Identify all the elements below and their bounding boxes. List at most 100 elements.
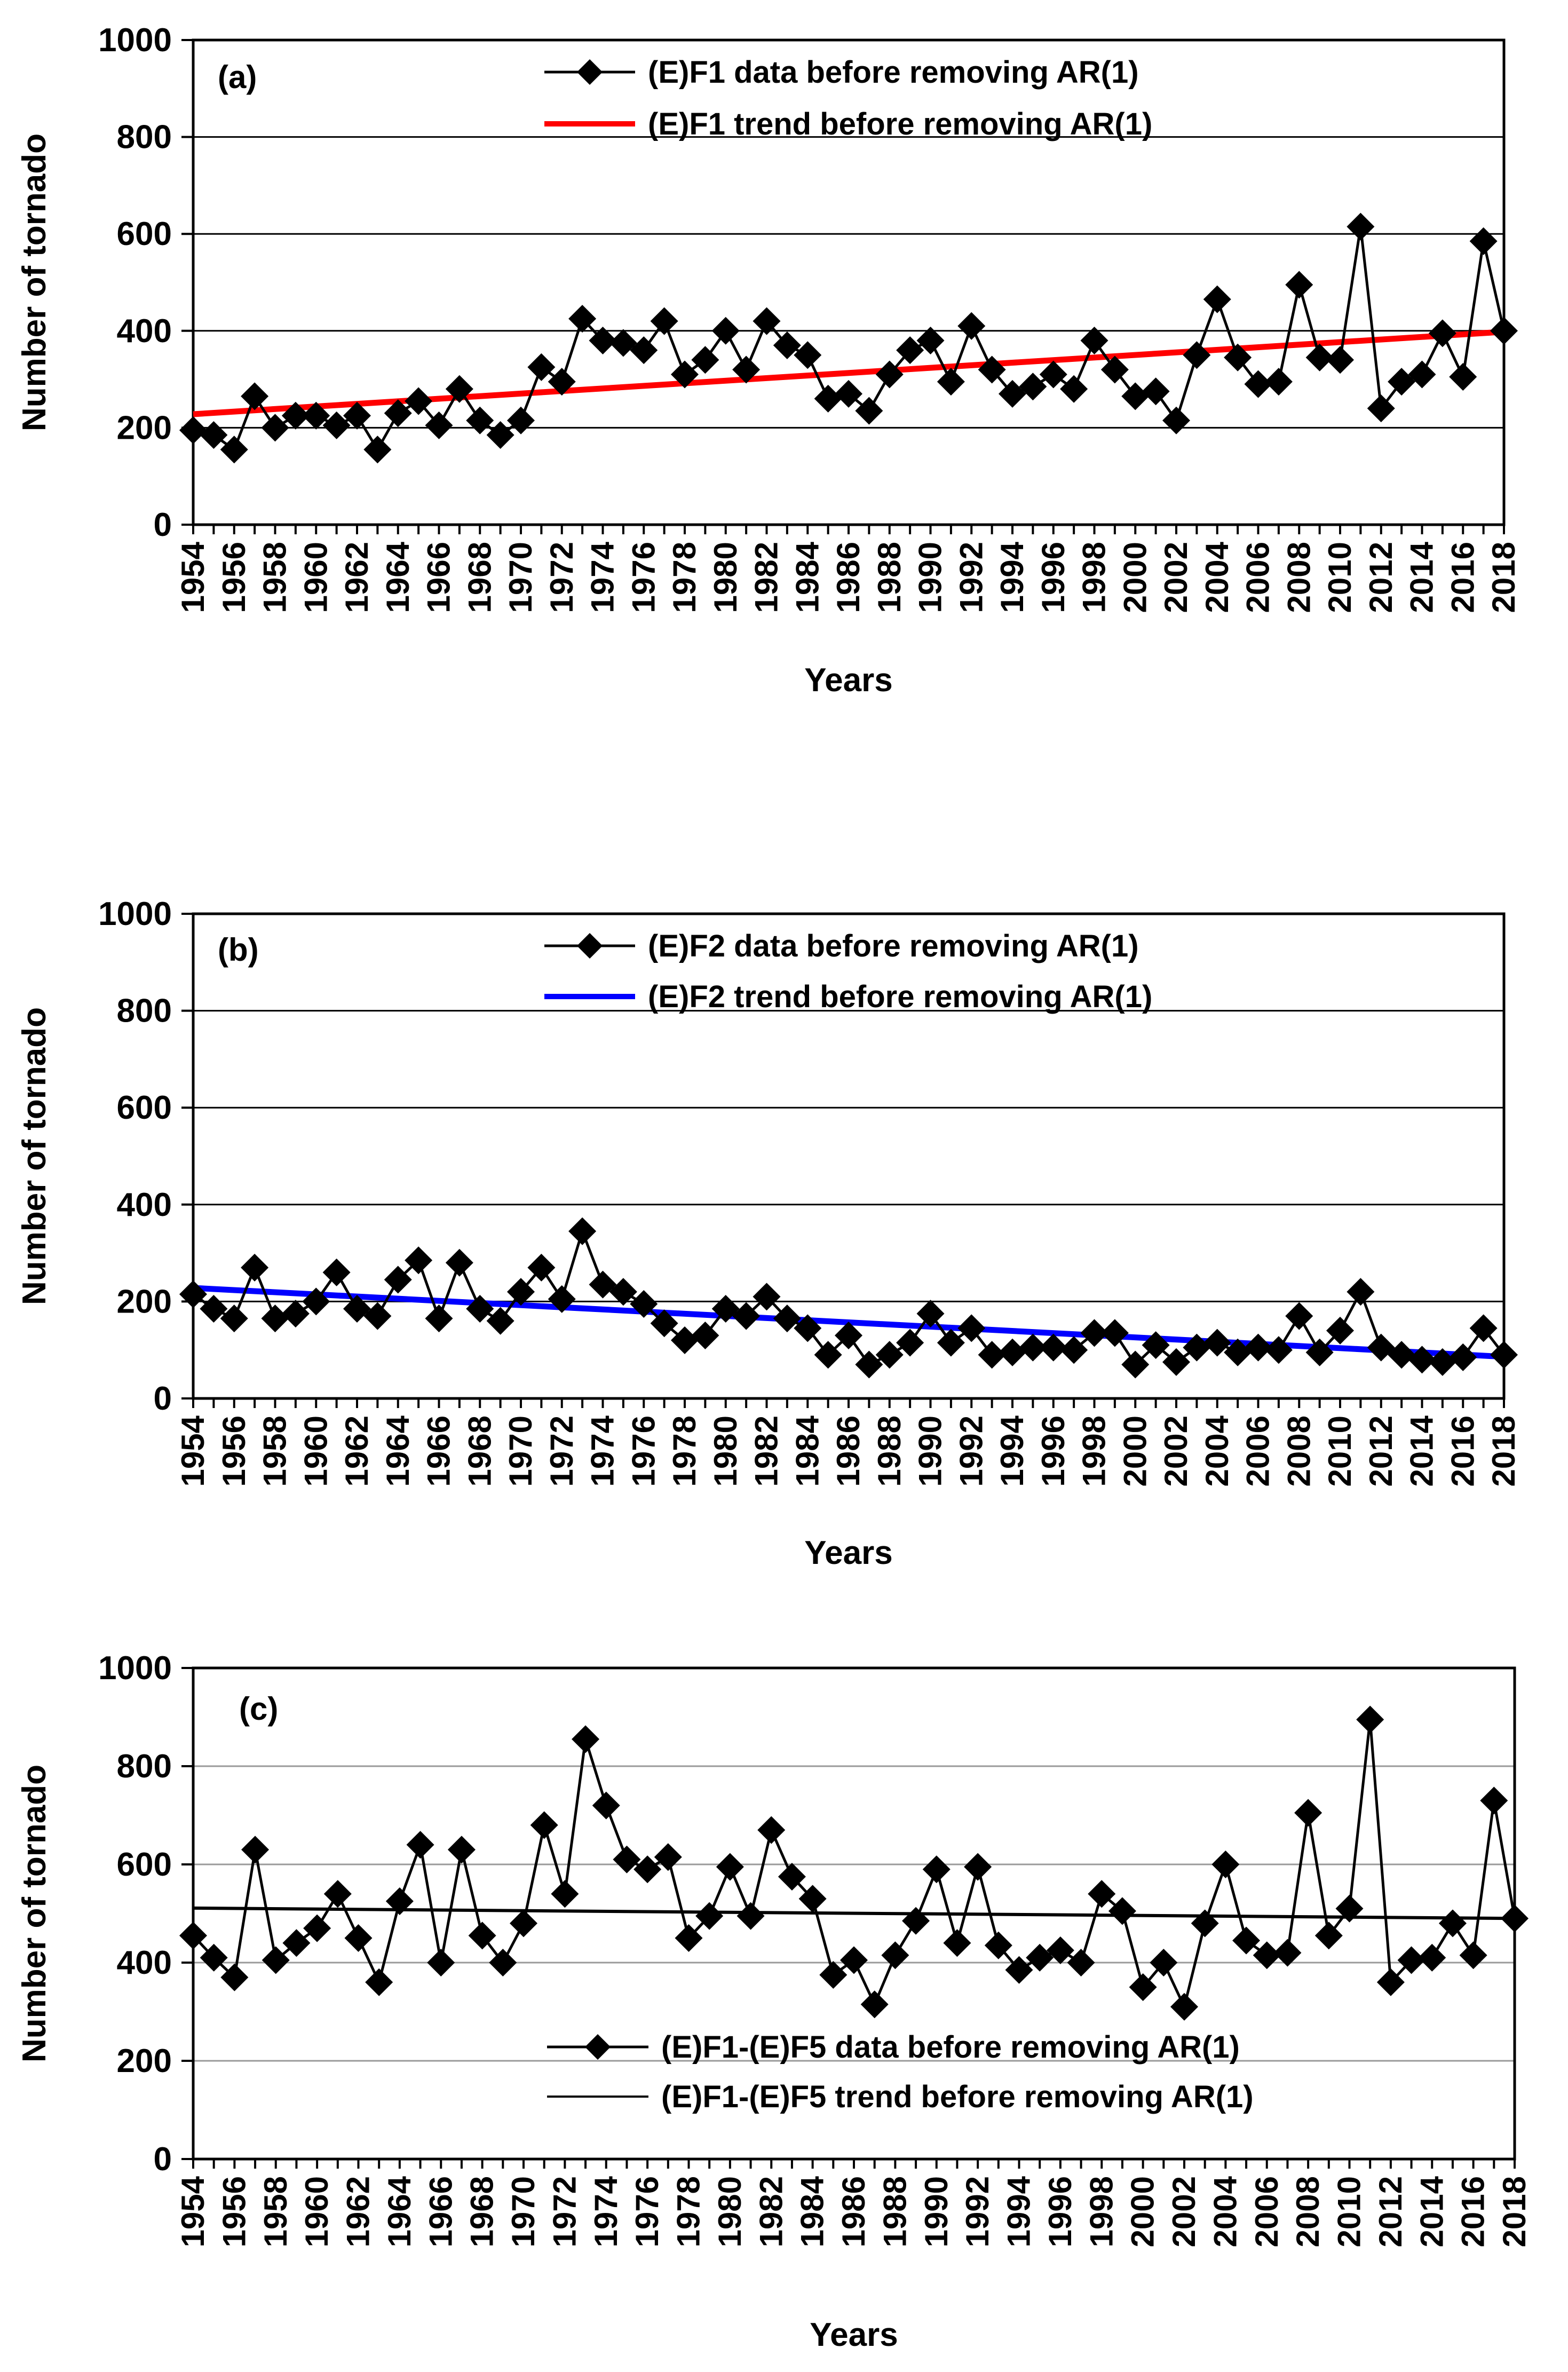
x-tick-label: 2016 xyxy=(1455,2176,1491,2247)
data-point xyxy=(1203,285,1231,313)
data-point xyxy=(1080,326,1108,354)
data-point xyxy=(1428,319,1456,347)
data-point xyxy=(200,1943,228,1972)
x-tick-label: 2004 xyxy=(1199,1415,1235,1487)
data-point xyxy=(999,1338,1026,1366)
data-point xyxy=(691,1321,719,1349)
x-tick-label: 2006 xyxy=(1240,542,1276,613)
data-point xyxy=(589,326,617,354)
x-tick-label: 1972 xyxy=(544,542,580,613)
y-tick-label: 800 xyxy=(117,119,172,156)
data-point xyxy=(1162,1348,1190,1376)
x-tick-label: 1958 xyxy=(258,2176,294,2247)
data-series xyxy=(179,1217,1518,1379)
data-point xyxy=(855,1350,883,1379)
x-tick-label: 2010 xyxy=(1332,2176,1367,2247)
x-tick-label: 2016 xyxy=(1445,1416,1480,1487)
data-point xyxy=(794,341,822,369)
data-point xyxy=(916,1300,945,1328)
data-series xyxy=(179,212,1518,464)
x-tick-label: 1962 xyxy=(339,1416,375,1487)
data-point xyxy=(753,1283,781,1311)
x-tick-label: 2006 xyxy=(1240,1416,1276,1487)
x-tick-labels: 1954 1956 1958 1960 1962 1964 1966 1968 1970 1972… xyxy=(175,2176,1532,2247)
y-tick-label: 600 xyxy=(117,1846,172,1883)
data-point xyxy=(1326,1316,1354,1345)
data-point xyxy=(363,1302,392,1330)
data-point xyxy=(1142,1331,1170,1359)
data-point xyxy=(1408,360,1436,389)
data-point xyxy=(1100,1319,1129,1347)
y-tick-label: 200 xyxy=(117,2043,172,2080)
data-point xyxy=(1019,1333,1047,1362)
data-point xyxy=(978,355,1006,384)
data-point xyxy=(302,1287,330,1316)
x-tick-label: 2018 xyxy=(1486,1416,1522,1487)
x-tick-label: 1998 xyxy=(1076,1416,1112,1487)
data-point xyxy=(675,1924,703,1952)
x-tick-label: 1974 xyxy=(585,1415,621,1487)
data-point xyxy=(1232,1926,1261,1955)
x-tick-label: 2000 xyxy=(1117,542,1153,613)
x-tick-label: 1976 xyxy=(629,2176,665,2247)
x-tick-label: 1996 xyxy=(1042,2176,1078,2247)
data-point xyxy=(1264,1336,1293,1364)
data-point xyxy=(916,326,945,354)
legend-label-trend: (E)F1 trend before removing AR(1) xyxy=(648,107,1152,141)
data-point xyxy=(1285,271,1313,299)
legend: (E)F1 data before removing AR(1) (E)F1 t… xyxy=(544,55,1152,141)
x-tick-label: 2012 xyxy=(1363,542,1399,613)
x-tick-label: 1956 xyxy=(216,2176,252,2247)
x-tick-label: 1998 xyxy=(1083,2176,1119,2247)
data-point xyxy=(875,1341,904,1369)
y-tick-label: 600 xyxy=(117,216,172,252)
x-tick-label: 2014 xyxy=(1404,541,1440,613)
data-point xyxy=(445,1248,473,1277)
x-tick-label: 1980 xyxy=(708,542,743,613)
data-point xyxy=(261,414,289,442)
x-tick-label: 1992 xyxy=(960,2176,995,2247)
data-point xyxy=(978,1341,1006,1369)
data-point xyxy=(650,307,678,335)
data-point xyxy=(922,1855,951,1884)
data-point xyxy=(1005,1956,1033,1984)
x-axis-title: Years xyxy=(810,2316,898,2353)
x-tick-label: 1954 xyxy=(175,2176,211,2247)
y-tick-labels: 0 200 400 600 800 1000 xyxy=(98,1650,172,2178)
x-tick-label: 1976 xyxy=(625,1416,661,1487)
x-tick-label: 2002 xyxy=(1158,542,1194,613)
x-tick-labels: 1954 1956 1958 1960 1962 1964 1966 1968 1970 1972… xyxy=(175,541,1522,613)
data-point xyxy=(835,1321,862,1349)
data-point xyxy=(757,1816,786,1844)
data-point xyxy=(732,355,761,384)
x-tick-label: 2014 xyxy=(1404,1415,1440,1487)
x-tick-label: 1966 xyxy=(423,2176,458,2247)
x-tick-label: 1962 xyxy=(339,542,375,613)
data-point xyxy=(179,1280,207,1308)
x-tick-label: 1964 xyxy=(382,2176,417,2247)
data-point xyxy=(527,1253,556,1282)
x-tick-label: 1992 xyxy=(953,542,989,613)
x-tick-label: 1954 xyxy=(175,1415,211,1487)
data-point xyxy=(609,1278,637,1306)
data-point xyxy=(1428,1348,1456,1376)
data-point xyxy=(1438,1909,1467,1938)
x-tick-label: 2018 xyxy=(1486,542,1522,613)
y-tick-label: 1000 xyxy=(98,896,172,932)
data-point xyxy=(486,1307,514,1335)
data-point xyxy=(425,1304,453,1333)
data-point xyxy=(1305,1338,1334,1366)
y-tick-label: 600 xyxy=(117,1089,172,1126)
x-tick-label: 1956 xyxy=(216,1416,252,1487)
data-point xyxy=(405,1246,433,1275)
data-point xyxy=(1039,360,1067,389)
y-axis-title: Number of tornado xyxy=(16,133,53,431)
data-point xyxy=(486,421,514,449)
y-tick-label: 0 xyxy=(154,2141,172,2178)
data-point xyxy=(447,1836,476,1864)
data-point xyxy=(881,1941,909,1970)
legend-item-trend: (E)F2 trend before removing AR(1) xyxy=(544,979,1152,1014)
